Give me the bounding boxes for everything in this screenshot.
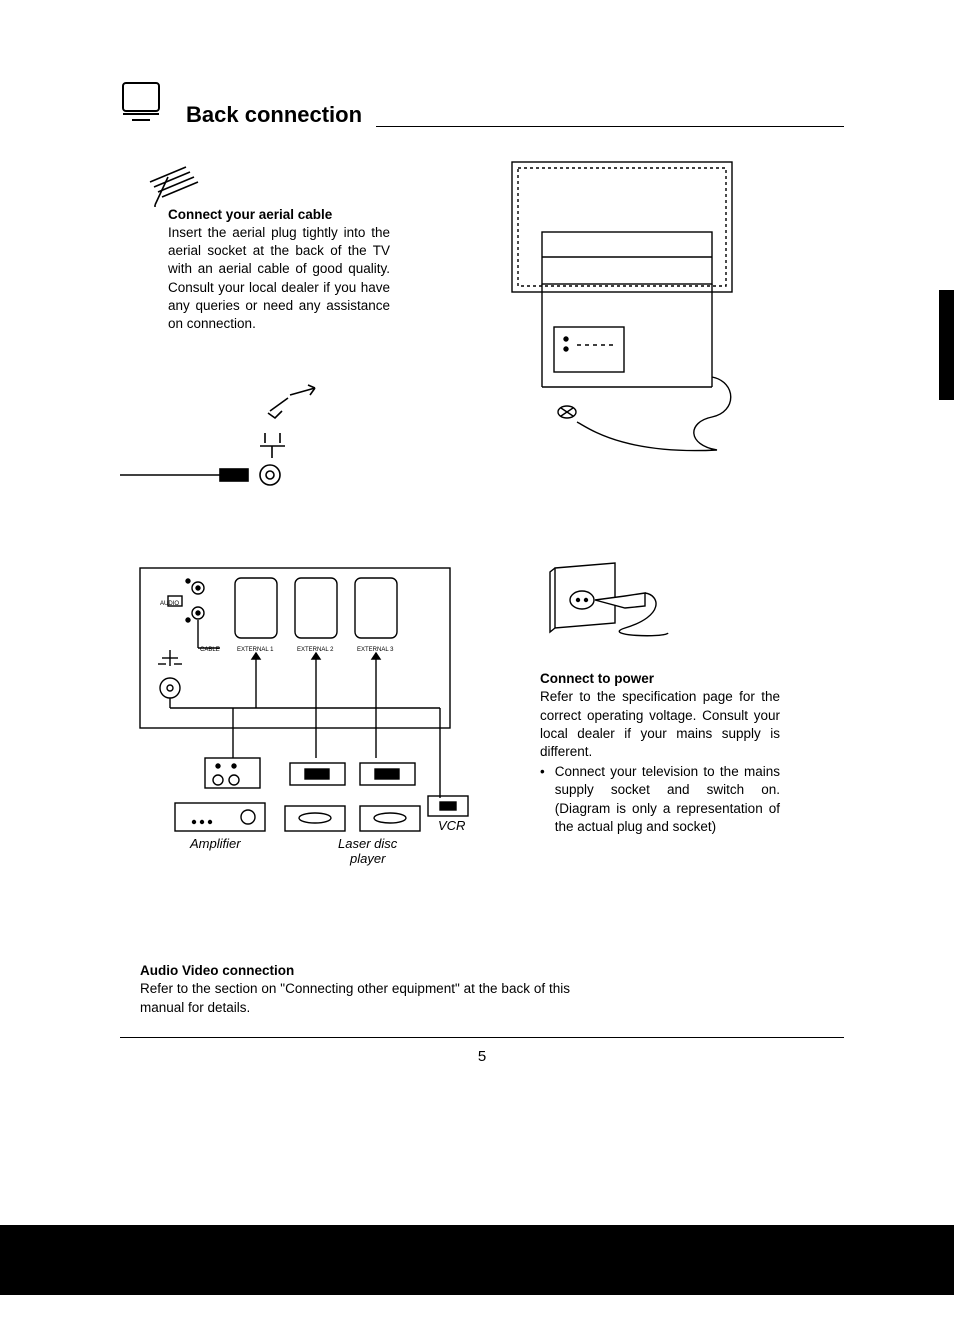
scan-black-bar — [0, 1225, 954, 1295]
aerial-section: Connect your aerial cable Insert the aer… — [120, 157, 844, 498]
aerial-text-block: Connect your aerial cable Insert the aer… — [168, 207, 390, 333]
aerial-body: Insert the aerial plug tightly into the … — [168, 224, 390, 333]
label-laserdisc: Laser discplayer — [338, 836, 398, 866]
label-cable: CABLE — [200, 647, 220, 653]
footer-rule-short — [769, 1037, 844, 1044]
aerial-plug-icon — [120, 383, 390, 498]
page-title: Back connection — [182, 102, 376, 130]
power-body: Refer to the specification page for the … — [540, 688, 780, 761]
label-ext3: EXTERNAL 3 — [357, 647, 394, 653]
av-diagram: AUDIO CABLE EXTERNAL 1 EXTERNAL 2 EXTERN… — [120, 558, 480, 893]
power-heading: Connect to power — [540, 671, 780, 686]
label-vcr: VCR — [438, 818, 465, 833]
page-number: 5 — [120, 1048, 844, 1065]
language-tab: English — [939, 290, 954, 400]
power-block: Connect to power Refer to the specificat… — [540, 558, 780, 836]
label-ext1: EXTERNAL 1 — [237, 647, 274, 653]
label-audio: AUDIO — [160, 601, 179, 607]
footer-rule — [120, 1037, 844, 1038]
av-text-block: Audio Video connection Refer to the sect… — [140, 963, 844, 1016]
tv-icon — [120, 80, 162, 127]
header-row: Back connection — [120, 80, 844, 127]
aerial-heading: Connect your aerial cable — [168, 207, 390, 222]
manual-page: Back connection English — [0, 0, 954, 1105]
label-ext2: EXTERNAL 2 — [297, 647, 334, 653]
power-bullet-text: Connect your television to the mains sup… — [555, 763, 780, 836]
bullet-icon: • — [540, 763, 545, 836]
av-body: Refer to the section on "Connecting othe… — [140, 980, 570, 1016]
power-socket-icon — [540, 558, 780, 653]
aerial-left-col: Connect your aerial cable Insert the aer… — [120, 157, 390, 498]
aerial-icon — [130, 157, 390, 212]
label-amplifier: Amplifier — [189, 836, 241, 851]
connection-section: AUDIO CABLE EXTERNAL 1 EXTERNAL 2 EXTERN… — [120, 558, 844, 893]
aerial-diagram — [420, 157, 844, 498]
av-heading: Audio Video connection — [140, 963, 844, 978]
power-bullet-row: • Connect your television to the mains s… — [540, 763, 780, 836]
